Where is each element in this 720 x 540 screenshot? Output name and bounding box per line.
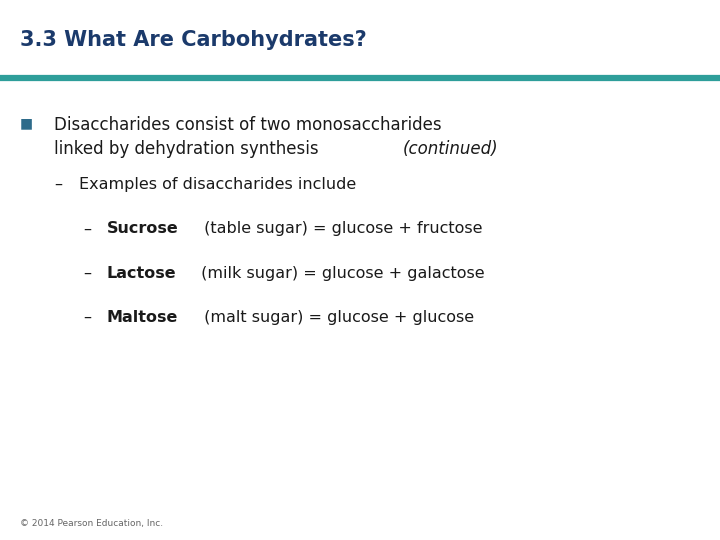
Text: © 2014 Pearson Education, Inc.: © 2014 Pearson Education, Inc.: [20, 519, 163, 528]
Text: –: –: [83, 310, 91, 325]
Text: 3.3 What Are Carbohydrates?: 3.3 What Are Carbohydrates?: [20, 30, 367, 50]
Text: Disaccharides consist of two monosaccharides: Disaccharides consist of two monosacchar…: [54, 116, 441, 134]
Text: (table sugar) = glucose + fructose: (table sugar) = glucose + fructose: [199, 221, 482, 237]
Text: –: –: [83, 221, 91, 237]
Text: ■: ■: [20, 116, 33, 130]
Text: Lactose: Lactose: [107, 266, 176, 281]
Text: linked by dehydration synthesis: linked by dehydration synthesis: [54, 140, 324, 158]
Text: (malt sugar) = glucose + glucose: (malt sugar) = glucose + glucose: [199, 310, 474, 325]
Text: –: –: [54, 177, 62, 192]
Text: Sucrose: Sucrose: [107, 221, 179, 237]
Text: Maltose: Maltose: [107, 310, 178, 325]
Text: –: –: [83, 266, 91, 281]
Text: Examples of disaccharides include: Examples of disaccharides include: [79, 177, 356, 192]
Text: (continued): (continued): [402, 140, 498, 158]
Text: (milk sugar) = glucose + galactose: (milk sugar) = glucose + galactose: [197, 266, 485, 281]
